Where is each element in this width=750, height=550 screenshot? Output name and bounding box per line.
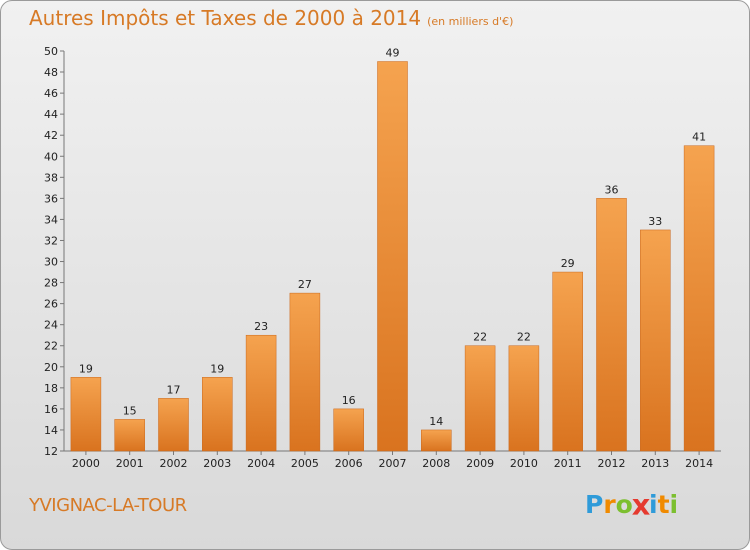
bar-2008	[421, 429, 452, 452]
y-tick-label: 30	[44, 256, 58, 269]
data-label-2001: 15	[123, 404, 137, 417]
bar-2009	[464, 345, 496, 452]
bar-2006	[333, 408, 364, 452]
commune-name: YVIGNAC-LA-TOUR	[29, 495, 187, 516]
y-tick-label: 18	[44, 382, 58, 395]
x-tick-label-2003: 2003	[203, 457, 231, 470]
y-tick-label: 16	[44, 403, 58, 416]
y-tick-label: 32	[44, 234, 58, 247]
y-tick-label: 34	[44, 213, 58, 226]
bar-2005	[289, 292, 321, 452]
y-tick-label: 48	[44, 66, 58, 79]
x-tick-label-2005: 2005	[291, 457, 319, 470]
y-tick-label: 12	[44, 445, 58, 458]
data-label-2002: 17	[167, 383, 181, 396]
logo-letter: i	[649, 490, 658, 519]
y-tick-label: 24	[44, 319, 58, 332]
x-tick-label-2002: 2002	[160, 457, 188, 470]
chart-x-tick-labels: 2000 2001 2002 2003 2004 2005 2006 2007 2008 2009…	[72, 457, 713, 470]
bar-2007	[377, 61, 408, 452]
proxiti-logo: Proxiti	[585, 487, 679, 522]
x-tick-label-2014: 2014	[685, 457, 713, 470]
chart-bars	[70, 61, 715, 452]
bar-2014	[683, 145, 715, 452]
y-tick-label: 42	[44, 129, 58, 142]
chart-title: Autres Impôts et Taxes de 2000 à 2014 (en…	[29, 6, 513, 30]
y-tick-label: 40	[44, 150, 58, 163]
bar-2010	[508, 345, 540, 452]
data-label-2012: 36	[605, 183, 619, 196]
bar-2011	[552, 271, 583, 452]
logo-letter: t	[657, 490, 670, 519]
chart-title-main: Autres Impôts et Taxes de 2000 à 2014	[29, 6, 422, 30]
y-tick-label: 50	[44, 45, 58, 58]
data-label-2004: 23	[254, 320, 268, 333]
bar-2001	[114, 419, 145, 452]
y-tick-label: 14	[44, 424, 58, 437]
x-tick-label-2012: 2012	[598, 457, 626, 470]
x-tick-label-2004: 2004	[247, 457, 275, 470]
x-tick-label-2010: 2010	[510, 457, 538, 470]
chart-data-labels: 19 15 17 19 23 27 16 49 14 22 22 29 36 33 41	[79, 47, 706, 428]
logo-letter: P	[585, 490, 604, 519]
y-tick-label: 44	[44, 108, 58, 121]
x-tick-label-2013: 2013	[641, 457, 669, 470]
x-tick-label-2011: 2011	[554, 457, 582, 470]
bar-2012	[596, 198, 627, 452]
data-label-2013: 33	[648, 215, 662, 228]
data-label-2007: 49	[386, 47, 400, 60]
y-tick-label: 36	[44, 192, 58, 205]
data-label-2005: 27	[298, 278, 312, 291]
data-label-2010: 22	[517, 331, 531, 344]
y-tick-label: 20	[44, 361, 58, 374]
y-tick-label: 28	[44, 277, 58, 290]
logo-letter: i	[669, 490, 679, 519]
data-label-2009: 22	[473, 331, 487, 344]
data-label-2014: 41	[692, 131, 706, 144]
y-tick-label: 38	[44, 171, 58, 184]
bar-2002	[158, 398, 189, 452]
bar-2003	[202, 377, 233, 452]
logo-letter: x	[631, 487, 651, 522]
x-tick-label-2007: 2007	[379, 457, 407, 470]
chart-y-tick-labels: 12 14 16 18 20 22 24 26 28 30 32 34 36 38 40 42 44 46 48 50	[44, 45, 58, 458]
bar-2000	[70, 377, 102, 452]
logo-letter: r	[603, 490, 616, 519]
data-label-2000: 19	[79, 362, 93, 375]
data-label-2008: 14	[429, 415, 443, 428]
y-tick-label: 22	[44, 340, 58, 353]
x-tick-label-2006: 2006	[335, 457, 363, 470]
x-tick-label-2000: 2000	[72, 457, 100, 470]
y-tick-label: 26	[44, 298, 58, 311]
chart-subtitle: (en milliers d'€)	[427, 15, 514, 28]
data-label-2011: 29	[561, 257, 575, 270]
data-label-2006: 16	[342, 394, 356, 407]
x-tick-label-2001: 2001	[116, 457, 144, 470]
x-tick-label-2009: 2009	[466, 457, 494, 470]
bar-2013	[640, 229, 671, 452]
y-tick-label: 46	[44, 87, 58, 100]
bar-2004	[245, 334, 277, 452]
data-label-2003: 19	[210, 362, 224, 375]
x-tick-label-2008: 2008	[422, 457, 450, 470]
logo-letter: o	[615, 490, 633, 519]
